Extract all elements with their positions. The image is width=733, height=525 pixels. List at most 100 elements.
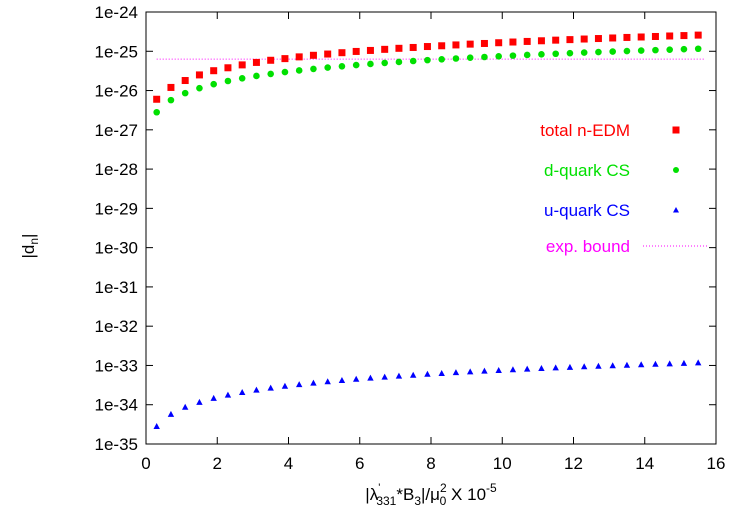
total-n-edm-point: [195, 71, 203, 79]
d-quark-cs-point: [509, 52, 517, 59]
x-tick-label: 4: [284, 454, 293, 473]
total-n-edm-point: [252, 58, 260, 66]
d-quark-cs-point: [481, 53, 488, 61]
y-tick-label: 1e-32: [95, 317, 138, 336]
total-n-edm-point: [680, 32, 688, 40]
legend-total-n-edm-label: total n-EDM: [540, 121, 630, 140]
total-n-edm-point: [381, 45, 389, 53]
u-quark-cs-point: [224, 391, 232, 398]
u-quark-cs-point: [395, 372, 403, 379]
d-quark-cs-point: [438, 55, 445, 63]
d-quark-cs-point: [409, 57, 417, 65]
d-quark-cs-point: [424, 56, 431, 64]
total-n-edm-point: [281, 55, 289, 63]
u-quark-cs-point: [623, 361, 631, 368]
u-quark-cs-point: [167, 410, 175, 417]
total-n-edm-point: [694, 31, 702, 39]
u-quark-cs-point: [552, 364, 559, 371]
total-n-edm-point: [352, 47, 360, 55]
total-n-edm-point: [309, 51, 317, 59]
x-tick-label: 2: [213, 454, 222, 473]
x-tick-label: 10: [493, 454, 512, 473]
u-quark-cs-point: [595, 362, 602, 369]
u-quark-cs-point: [210, 394, 217, 401]
legend-d-quark-cs-label: d-quark CS: [544, 161, 630, 180]
total-n-edm-point: [324, 50, 332, 58]
d-quark-cs-point: [196, 84, 203, 92]
y-tick-label: 1e-27: [95, 121, 138, 140]
d-quark-cs-point: [552, 50, 559, 58]
d-quark-cs-point: [538, 51, 545, 58]
u-quark-cs-point: [666, 360, 673, 367]
legend-u-quark-cs-marker: [673, 207, 679, 213]
total-n-edm-point: [295, 53, 303, 61]
total-n-edm-point: [566, 36, 574, 44]
d-quark-cs-point: [566, 49, 574, 57]
u-quark-cs-point: [352, 375, 360, 382]
total-n-edm-point: [537, 37, 545, 45]
d-quark-cs-point: [324, 64, 331, 71]
d-quark-cs-point: [623, 47, 631, 55]
d-quark-cs-point: [310, 65, 317, 73]
u-quark-cs-point: [367, 374, 374, 381]
data-points: [153, 31, 702, 429]
total-n-edm-point: [495, 39, 503, 47]
y-tick-label: 1e-35: [95, 435, 138, 454]
u-quark-cs-point: [680, 359, 688, 366]
u-quark-cs-point: [238, 388, 246, 395]
d-quark-cs-point: [595, 48, 602, 56]
u-quark-cs-point: [466, 368, 474, 375]
legend: total n-EDM d-quark CS u-quark CS exp. boun…: [540, 121, 707, 256]
total-n-edm-point: [153, 95, 161, 103]
u-quark-cs-point: [566, 363, 574, 370]
total-n-edm-point: [167, 83, 175, 91]
total-n-edm-point: [366, 46, 374, 54]
total-n-edm-point: [466, 40, 474, 48]
d-quark-cs-point: [238, 75, 246, 82]
total-n-edm-point: [580, 35, 588, 43]
u-quark-cs-point: [267, 384, 274, 391]
total-n-edm-point: [523, 37, 531, 45]
u-quark-cs-point: [281, 382, 289, 389]
legend-total-n-edm-marker: [672, 126, 680, 134]
total-n-edm-point: [651, 32, 659, 40]
d-quark-cs-point: [609, 48, 616, 55]
d-quark-cs-point: [367, 60, 374, 68]
y-tick-label: 1e-33: [95, 356, 138, 375]
u-quark-cs-point: [509, 366, 517, 373]
u-quark-cs-point: [181, 403, 189, 410]
u-quark-cs-point: [338, 376, 346, 383]
d-quark-cs-point: [652, 46, 659, 54]
d-quark-cs-point: [224, 77, 232, 85]
d-quark-cs-point: [338, 62, 346, 70]
u-quark-cs-point: [310, 379, 317, 386]
x-tick-label: 14: [635, 454, 654, 473]
d-quark-cs-point: [452, 55, 460, 62]
y-tick-label: 1e-28: [95, 160, 138, 179]
x-tick-label: 6: [355, 454, 364, 473]
y-tick-label: 1e-34: [95, 396, 138, 415]
u-quark-cs-point: [609, 362, 616, 369]
legend-u-quark-cs-label: u-quark CS: [544, 201, 630, 220]
x-tick-label: 12: [564, 454, 583, 473]
u-quark-cs-point: [652, 360, 659, 367]
total-n-edm-point: [637, 33, 645, 41]
total-n-edm-point: [409, 43, 417, 51]
total-n-edm-point: [594, 35, 602, 43]
u-quark-cs-point: [538, 365, 545, 372]
u-quark-cs-point: [409, 371, 417, 378]
u-quark-cs-point: [424, 370, 431, 377]
d-quark-cs-point: [181, 89, 189, 97]
u-quark-cs-point: [153, 422, 160, 429]
u-quark-cs-point: [481, 367, 488, 374]
y-tick-label: 1e-29: [95, 199, 138, 218]
y-axis-label: |dn|: [19, 234, 41, 259]
u-quark-cs-point: [196, 398, 203, 405]
u-quark-cs-point: [523, 365, 531, 372]
u-quark-cs-point: [381, 373, 388, 380]
x-axis-ticks: 0 2 4 6 8 10 12 14 16: [141, 12, 725, 473]
u-quark-cs-point: [637, 361, 645, 368]
total-n-edm-point: [509, 38, 517, 46]
u-quark-cs-point: [438, 369, 445, 376]
